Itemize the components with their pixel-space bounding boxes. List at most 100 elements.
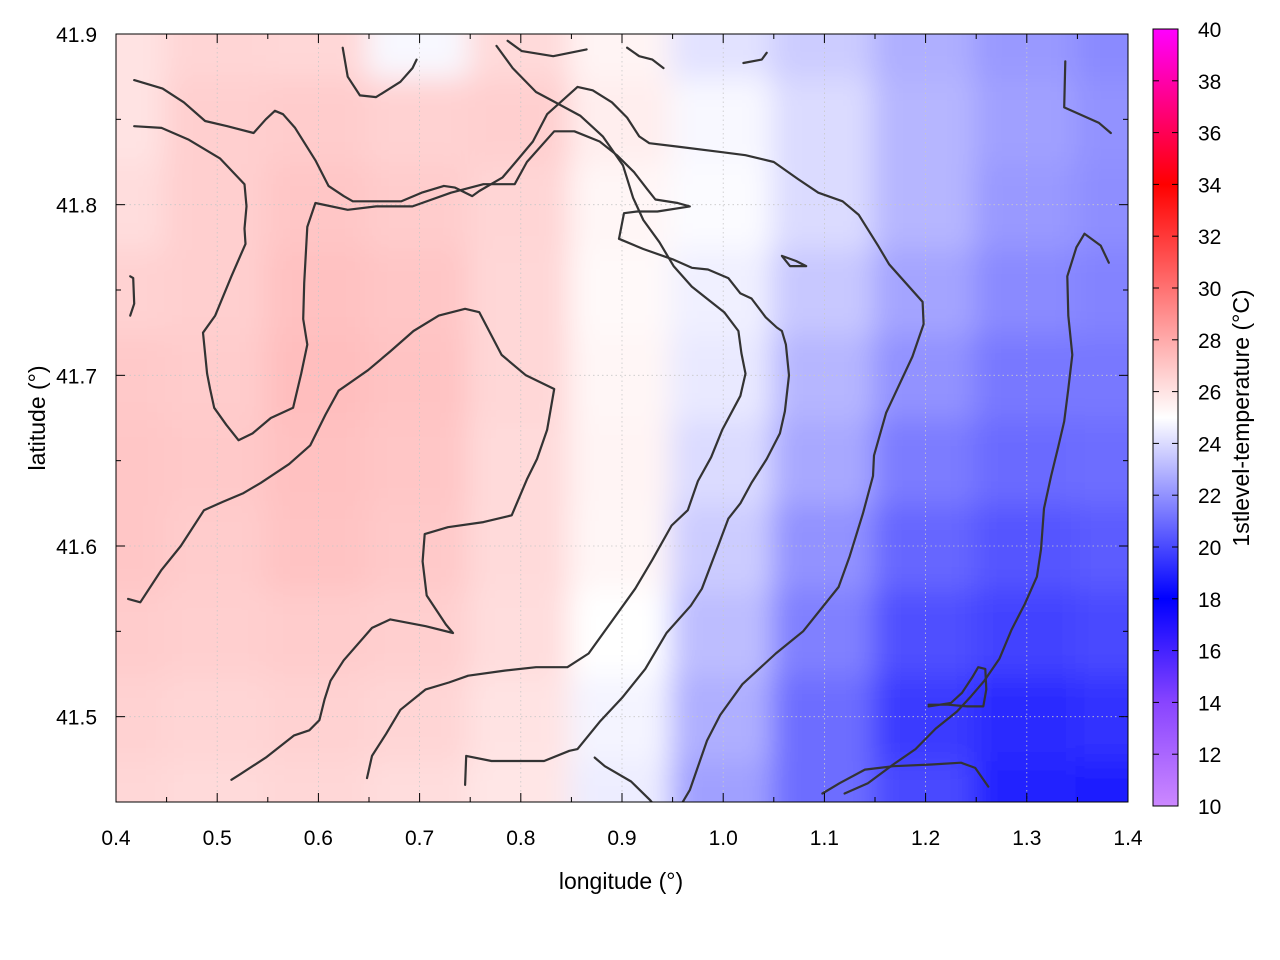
y-tick-label: 41.7 [56,365,97,388]
heatmap-cell [367,74,473,164]
y-tick-label: 41.9 [56,24,97,47]
contour-line [780,254,808,268]
colorbar-tick-label: 26 [1198,382,1221,405]
x-tick-label: 1.4 [1113,827,1143,850]
heatmap-cell [1075,34,1128,79]
heatmap-cell [1075,416,1128,506]
heatmap-cell [164,416,270,506]
contour-line [506,39,588,58]
contour-line [365,44,747,780]
colorbar-tick-label: 10 [1198,796,1221,819]
x-tick-label: 0.5 [203,827,232,850]
contour-line [127,307,556,781]
contour-line [843,232,1110,795]
x-tick-label: 0.7 [405,827,434,850]
x-tick-label: 1.2 [911,827,940,850]
x-tick-label: 0.8 [506,827,535,850]
colorbar-tick-label: 22 [1198,485,1221,508]
colorbar-tick-label: 20 [1198,537,1221,560]
x-tick-label: 1.0 [709,827,738,850]
heatmap-cell [569,416,675,506]
colorbar-gradient [1152,28,1179,807]
colorbar-tick-label: 16 [1198,641,1221,664]
contour-line [341,46,418,99]
heatmap-cell [873,416,979,506]
colorbar-tick-label: 28 [1198,330,1221,353]
colorbar-tick-labels: 10 12 14 16 18 20 22 24 26 28 30 32 34 36 38 40 [1198,19,1222,819]
heatmap-cell [873,245,979,335]
colorbar-tick-label: 12 [1198,744,1221,767]
heatmap-cell [367,586,473,676]
colorbar-title: 1stlevel-temperature (°C) [1228,289,1254,546]
colorbar-tick-label: 18 [1198,589,1221,612]
heatmap-cell [164,245,270,335]
colorbar-tick-label: 24 [1198,433,1222,456]
heatmap-cell [468,586,574,676]
heatmap-cell [116,74,169,164]
heatmap-cell [771,74,877,164]
colorbar: 10 12 14 16 18 20 22 24 26 28 30 32 34 36 38 40 [1152,19,1222,819]
heatmap-cell [265,245,371,335]
colorbar-tick-label: 30 [1198,278,1221,301]
contour-line [821,761,990,795]
heatmap-cell [265,586,371,676]
x-tick-label: 0.9 [607,827,636,850]
heatmap-cell [1075,245,1128,335]
contour-line [133,79,925,802]
heatmap-cell [367,245,473,335]
heatmap-cell [116,34,169,79]
heatmap-cell [265,74,371,164]
contour-line [133,125,691,442]
heatmap-cell [468,74,574,164]
heatmap-cell [974,416,1080,506]
heatmap-cell [569,586,675,676]
colorbar-tick-label: 36 [1198,123,1221,146]
y-tick-label: 41.5 [56,707,97,730]
heatmap-cell [974,245,1080,335]
x-tick-label: 1.3 [1012,827,1041,850]
y-tick-labels: 41.5 41.6 41.7 41.8 41.9 [56,24,97,730]
x-tick-label: 1.1 [810,827,839,850]
contour-line [129,275,136,317]
contour-line [927,666,988,708]
contour-line [464,237,791,786]
colorbar-tick-label: 32 [1198,226,1221,249]
heatmap-cell [116,757,169,802]
colorbar-tick-label: 14 [1198,692,1222,715]
x-tick-label: 0.4 [101,827,131,850]
contour-lines [127,39,1112,802]
heatmap-cell [670,586,776,676]
heatmap-cell [164,586,270,676]
heatmap-cell [116,416,169,506]
heatmap-cell [873,586,979,676]
x-axis-title: longitude (°) [559,868,683,894]
y-axis-title: latitude (°) [24,365,50,470]
colorbar-tick-label: 38 [1198,71,1221,94]
heatmap-cell [670,245,776,335]
heatmap-cell [1075,757,1128,802]
heatmap-cell [116,586,169,676]
x-tick-label: 0.6 [304,827,333,850]
colorbar-tick-label: 40 [1198,19,1221,42]
heatmap-cell [1075,586,1128,676]
colorbar-tick-label: 34 [1198,174,1222,197]
heatmap-cell [873,74,979,164]
heatmap-cell [569,245,675,335]
contour-line [1063,60,1112,135]
axis-ticks [115,33,1129,802]
heatmap-cell [974,74,1080,164]
x-tick-labels: 0.4 0.5 0.6 0.7 0.8 0.9 1.0 1.1 1.2 1.3 1.4 [101,827,1143,850]
heatmap-cell [771,416,877,506]
colorbar-ticks [1153,28,1178,807]
heatmap-cell [116,245,169,335]
y-tick-label: 41.6 [56,536,97,559]
y-tick-label: 41.8 [56,195,97,218]
heatmap-cell [670,74,776,164]
heatmap-cell [367,416,473,506]
heatmap-cell [164,74,270,164]
heatmap-cell [1075,74,1128,164]
grid-lines [116,33,1128,802]
heatmap-cell [771,586,877,676]
contour-line [626,46,665,70]
